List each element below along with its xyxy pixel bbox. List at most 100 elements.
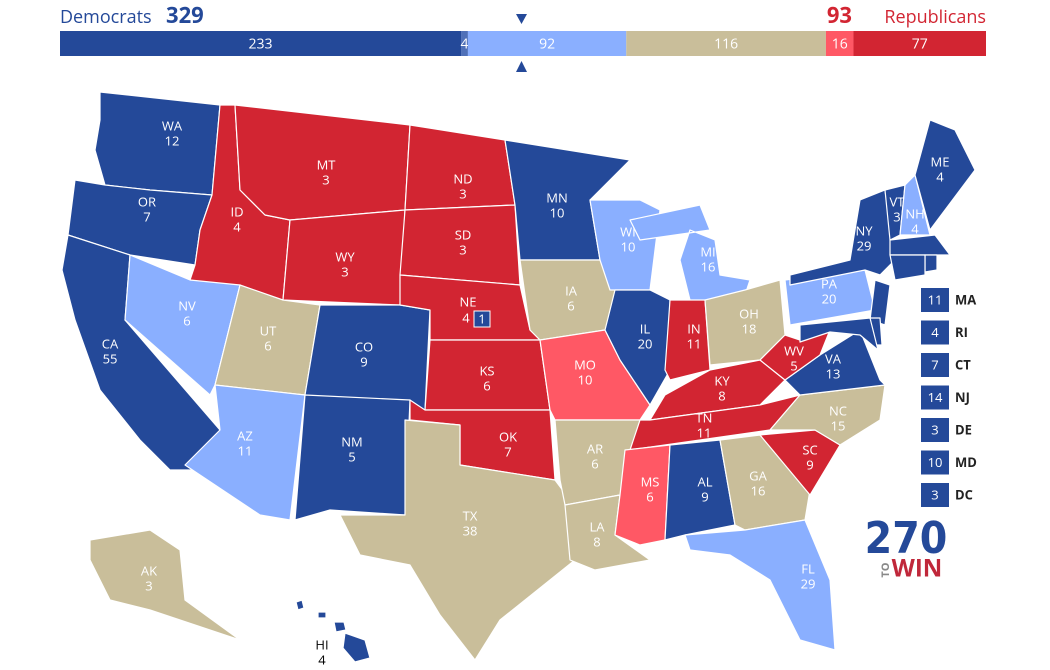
state-votes: 9 xyxy=(806,455,813,473)
state xyxy=(339,419,576,661)
state-votes: 4 xyxy=(462,308,470,326)
state-abbr: SC xyxy=(802,440,817,458)
state-abbr: OH xyxy=(739,304,759,322)
state-votes: 7 xyxy=(504,442,511,460)
state-votes: 20 xyxy=(822,289,837,307)
state-votes: 55 xyxy=(103,349,118,367)
state-votes: 10 xyxy=(578,370,593,388)
state-abbr: AK xyxy=(141,561,157,579)
state-votes: 3 xyxy=(459,240,466,258)
state-abbr: SD xyxy=(455,225,472,243)
state xyxy=(684,519,836,651)
rep-label: Republicans xyxy=(884,5,986,29)
state xyxy=(304,304,431,411)
state-votes: 4 xyxy=(318,650,326,668)
state-votes: 6 xyxy=(183,311,190,329)
state-abbr: TN xyxy=(696,408,713,426)
state-abbr: VT xyxy=(890,192,906,210)
bar-segment xyxy=(853,31,986,56)
state-abbr: WY xyxy=(335,247,355,265)
state xyxy=(914,119,976,231)
state-votes: 6 xyxy=(483,376,490,394)
state-votes: 29 xyxy=(801,574,816,592)
state-box xyxy=(921,385,949,410)
state-abbr: MA xyxy=(955,290,976,308)
state xyxy=(924,254,938,273)
state xyxy=(799,317,879,351)
state-abbr: IA xyxy=(565,281,578,299)
bar-segment xyxy=(467,31,627,56)
state-abbr: OK xyxy=(499,427,517,445)
state-votes: 4 xyxy=(911,219,919,237)
state-votes: 3 xyxy=(145,576,152,594)
state-votes: 3 xyxy=(931,485,938,503)
state-abbr: AR xyxy=(587,439,603,457)
state-abbr: AZ xyxy=(237,426,253,444)
bar-segment-label: 16 xyxy=(832,34,848,53)
state-votes: 11 xyxy=(928,290,943,308)
state-abbr: ID xyxy=(230,202,243,220)
state xyxy=(664,299,711,381)
state-abbr: VA xyxy=(825,349,842,367)
state-votes: 18 xyxy=(742,319,757,337)
state-abbr: AL xyxy=(697,472,712,490)
state-abbr: NC xyxy=(829,401,847,419)
bar-segment xyxy=(626,31,826,56)
state-abbr: UT xyxy=(260,321,277,339)
state-abbr: DC xyxy=(955,485,973,503)
state-abbr: MS xyxy=(641,472,660,490)
bar-segment-label: 92 xyxy=(539,34,555,53)
midpoint-marker-bottom xyxy=(516,61,527,72)
state-abbr: KY xyxy=(714,371,730,389)
state-votes: 16 xyxy=(701,257,716,275)
state-box xyxy=(921,418,949,442)
logo: 270 TO WIN xyxy=(865,513,948,584)
state-votes: 10 xyxy=(621,237,636,255)
state-abbr: NE xyxy=(459,292,476,310)
state-votes: 14 xyxy=(928,388,943,406)
state-votes: 6 xyxy=(646,487,653,505)
state-abbr: KS xyxy=(479,361,494,379)
state-abbr: FL xyxy=(801,559,815,577)
state-votes: 4 xyxy=(931,323,939,341)
state-votes: 3 xyxy=(893,207,900,225)
state-votes: 10 xyxy=(550,203,565,221)
midpoint-marker-top xyxy=(516,14,527,24)
state-votes: 7 xyxy=(143,207,150,225)
state-abbr: CT xyxy=(955,355,971,373)
state-abbr: MO xyxy=(574,355,596,373)
state-abbr: ND xyxy=(453,169,472,187)
state-votes: 7 xyxy=(931,355,938,373)
state-abbr: GA xyxy=(749,466,767,484)
state-votes: 13 xyxy=(826,364,841,382)
state-votes: 12 xyxy=(165,131,180,149)
state-abbr: WA xyxy=(162,116,183,134)
bar-segment-label: 233 xyxy=(249,34,273,53)
state-abbr: LA xyxy=(589,517,605,535)
state xyxy=(869,279,891,326)
state-abbr: NM xyxy=(341,432,362,450)
state-abbr: HI xyxy=(315,635,328,653)
state xyxy=(889,254,926,281)
state-votes: 15 xyxy=(831,416,846,434)
state-votes: 11 xyxy=(238,441,253,459)
state-votes: 4 xyxy=(233,217,241,235)
vote-bar: 233 4 92 116 16 77 xyxy=(60,31,986,56)
state-abbr: OR xyxy=(138,192,156,210)
state xyxy=(789,189,896,286)
state-votes: 3 xyxy=(341,262,348,280)
state-votes: 10 xyxy=(928,453,943,471)
state-votes: 20 xyxy=(638,334,653,352)
state-votes: 6 xyxy=(591,454,598,472)
state-votes: 3 xyxy=(459,184,466,202)
state xyxy=(294,394,411,521)
state-abbr: DE xyxy=(955,420,972,438)
state-votes: 5 xyxy=(790,356,797,374)
state xyxy=(295,599,371,663)
state-votes: 11 xyxy=(687,334,702,352)
state-abbr: PA xyxy=(821,274,838,292)
state-abbr: MT xyxy=(317,155,337,173)
state-abbr: NH xyxy=(905,204,924,222)
district-box xyxy=(473,310,491,328)
